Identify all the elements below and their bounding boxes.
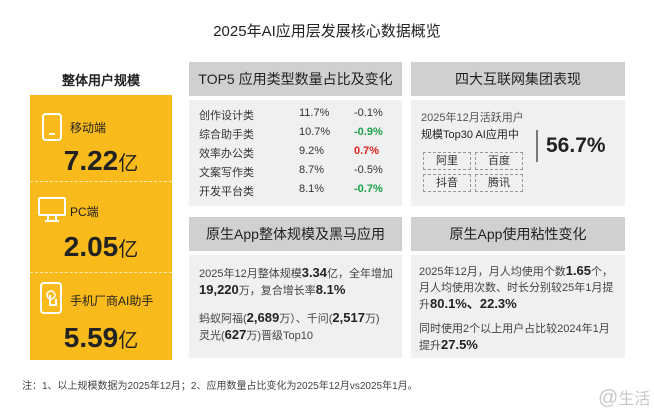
touch-hand-icon	[40, 282, 62, 314]
category-change: -0.7%	[354, 183, 383, 195]
user-item-label: 移动端	[70, 121, 107, 135]
tag-baidu: 百度	[475, 152, 523, 170]
category-change: 0.7%	[354, 145, 380, 157]
category-name: 创作设计类	[199, 110, 254, 122]
users-heading: 整体用户规模	[61, 73, 140, 88]
top5-row: 效率办公类 9.2% 0.7%	[199, 145, 394, 164]
category-share: 10.7%	[299, 126, 331, 138]
user-item-mobile: 移动端 7.22亿	[30, 95, 172, 181]
user-item-value: 2.05	[63, 231, 119, 262]
category-share: 9.2%	[299, 145, 325, 157]
category-change: -0.9%	[354, 126, 383, 138]
groups-value: 56.7%	[546, 134, 606, 157]
native-panel: 2025年12月整体规模3.34亿，全年增加19,220万，复合增长率8.1% …	[189, 255, 402, 358]
top5-row: 创作设计类 11.7% -0.1%	[199, 107, 394, 126]
top5-row: 综合助手类 10.7% -0.9%	[199, 126, 394, 145]
divider	[30, 181, 172, 182]
top5-row: 文案写作类 8.7% -0.5%	[199, 164, 394, 183]
unit: 亿	[118, 153, 139, 175]
unit: 亿	[118, 330, 139, 352]
sticky-summary: 2025年12月，月人均使用个数1.65个，月人均使用次数、时长分别较25年1月…	[419, 263, 614, 311]
tag-douyin: 抖音	[423, 174, 471, 192]
category-share: 11.7%	[299, 107, 330, 119]
sticky-header: 原生App使用粘性变化	[411, 217, 625, 251]
category-change: -0.5%	[354, 164, 383, 176]
top5-header: TOP5 应用类型数量占比及变化	[189, 62, 402, 96]
page-title: 2025年AI应用层发展核心数据概览	[213, 23, 441, 40]
category-name: 文案写作类	[199, 167, 254, 179]
watermark-logo: @生活	[598, 387, 651, 409]
category-share: 8.7%	[299, 164, 325, 176]
groups-header: 四大互联网集团表现	[411, 62, 625, 96]
native-header: 原生App整体规模及黑马应用	[189, 217, 402, 251]
mobile-phone-icon	[42, 113, 62, 141]
divider	[30, 272, 172, 273]
user-scale-panel: 移动端 7.22亿 PC端 2.05亿 手机厂商AI助手 5.59亿	[30, 95, 172, 360]
native-dark-horses: 蚂蚁阿福(2,689万）、千问(2,517万) 灵光(627万)晋级Top10	[199, 310, 380, 342]
tag-tencent: 腾讯	[475, 174, 523, 192]
top5-table: 创作设计类 11.7% -0.1% 综合助手类 10.7% -0.9% 效率办公类 9.2% 0…	[189, 100, 402, 206]
groups-line2: 规模Top30 AI应用中	[421, 129, 519, 141]
user-item-pc: PC端 2.05亿	[30, 181, 172, 272]
top5-row: 开发平台类 8.1% -0.7%	[199, 183, 394, 202]
user-item-value: 7.22	[63, 145, 119, 176]
user-item-ai-assistant: 手机厂商AI助手 5.59亿	[30, 272, 172, 360]
unit: 亿	[118, 239, 139, 261]
category-change: -0.1%	[354, 107, 383, 119]
groups-line1: 2025年12月活跃用户	[421, 112, 524, 124]
user-item-label: PC端	[70, 205, 99, 219]
sticky-multi-use: 同时使用2个以上用户占比较2024年1月提升27.5%	[419, 323, 610, 352]
user-item-value: 5.59	[63, 322, 119, 353]
category-share: 8.1%	[299, 183, 325, 195]
divider	[536, 130, 538, 162]
desktop-monitor-icon	[38, 197, 66, 222]
footnote: 注：1、以上规模数据为2025年12月；2、应用数量占比变化为2025年12月v…	[22, 381, 418, 392]
tag-alibaba: 阿里	[423, 152, 471, 170]
sticky-panel: 2025年12月，月人均使用个数1.65个，月人均使用次数、时长分别较25年1月…	[411, 255, 625, 358]
user-item-label: 手机厂商AI助手	[70, 294, 154, 308]
native-summary: 2025年12月整体规模3.34亿，全年增加19,220万，复合增长率8.1%	[199, 265, 394, 297]
category-name: 开发平台类	[199, 186, 254, 198]
groups-panel: 2025年12月活跃用户 规模Top30 AI应用中 56.7% 阿里 百度 抖…	[411, 100, 625, 206]
category-name: 综合助手类	[199, 129, 254, 141]
category-name: 效率办公类	[199, 148, 254, 160]
